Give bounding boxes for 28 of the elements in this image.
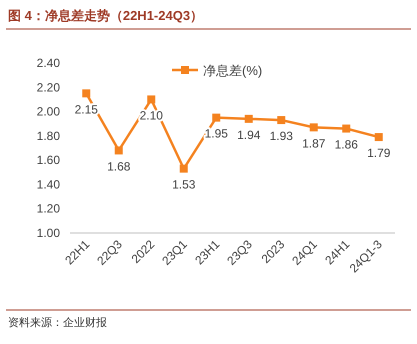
data-label: 1.86	[334, 138, 358, 152]
y-tick-label: 2.20	[36, 80, 60, 94]
data-label: 1.79	[367, 146, 391, 160]
point	[212, 114, 220, 122]
point	[342, 124, 350, 133]
data-label: 1.87	[302, 136, 326, 150]
data-label: 1.68	[107, 159, 131, 174]
point	[374, 133, 383, 142]
point	[244, 114, 253, 123]
point	[180, 164, 188, 173]
data-label: 1.94	[237, 128, 261, 142]
point	[82, 89, 90, 98]
text: 资料来源：企业财报	[8, 316, 107, 329]
y-tick-label: 1.60	[36, 153, 60, 168]
point	[114, 146, 123, 154]
point	[310, 123, 318, 132]
legend-label: 净息差(%)	[203, 63, 262, 78]
chart-title: 图 4：净息差走势（22H1-24Q3）	[8, 8, 204, 23]
y-tick-label: 1.40	[36, 177, 60, 192]
y-tick-label: 1.80	[36, 128, 60, 143]
y-tick-label: 2.40	[36, 56, 60, 70]
y-tick-label: 1.00	[36, 226, 60, 240]
y-tick-label: 1.20	[36, 202, 60, 216]
point	[147, 95, 156, 104]
data-label: 1.53	[172, 178, 196, 192]
y-tick-label: 2.00	[36, 104, 60, 119]
data-label: 1.93	[270, 129, 294, 144]
point	[277, 116, 286, 124]
